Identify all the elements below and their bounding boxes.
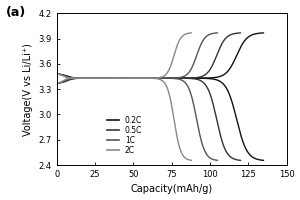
X-axis label: Capacity(mAh/g): Capacity(mAh/g) <box>130 184 213 194</box>
Y-axis label: Voltage(V vs Li/Li⁺): Voltage(V vs Li/Li⁺) <box>23 43 33 136</box>
Text: (a): (a) <box>6 6 26 19</box>
Legend: 0.2C, 0.5C, 1C, 2C: 0.2C, 0.5C, 1C, 2C <box>104 113 145 158</box>
